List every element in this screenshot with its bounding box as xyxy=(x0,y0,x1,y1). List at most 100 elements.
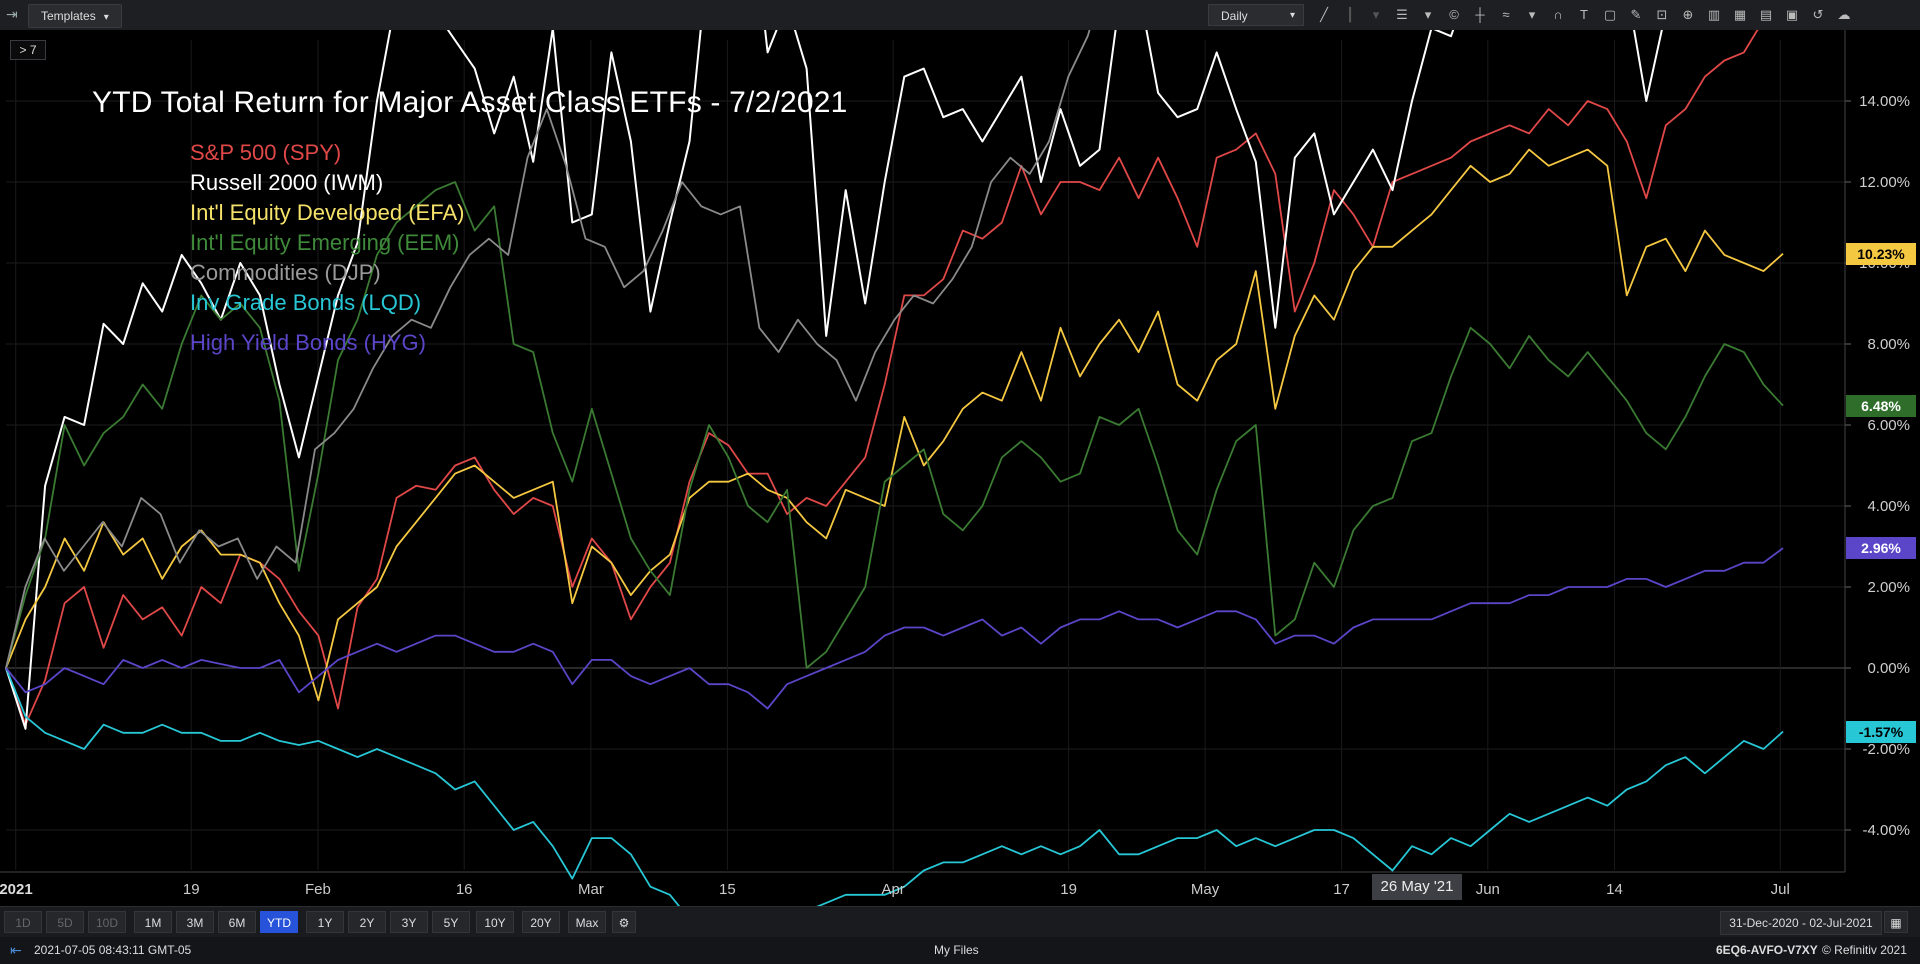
range-ytd-button[interactable]: YTD xyxy=(260,911,298,933)
legend-item-eem: Int'l Equity Emerging (EEM) xyxy=(190,230,460,255)
range-1d-button[interactable]: 1D xyxy=(4,911,42,933)
legend-item-efa: Int'l Equity Developed (EFA) xyxy=(190,200,465,225)
y-tick-label: 4.00% xyxy=(1867,498,1910,515)
series-line-inv-grade-bonds-lqd- xyxy=(5,667,1784,906)
y-tick-label: -2.00% xyxy=(1862,741,1910,758)
table-icon[interactable]: ▦ xyxy=(1733,7,1747,22)
crosshair-date-label: 26 May '21 xyxy=(1372,874,1462,900)
series-line-high-yield-bonds-hyg- xyxy=(5,547,1784,710)
x-tick-label: May xyxy=(1190,881,1220,898)
range-3m-button[interactable]: 3M xyxy=(176,911,214,933)
x-tick-label: 19 xyxy=(182,881,200,898)
export-icon[interactable]: ▤ xyxy=(1759,7,1773,22)
series-line-commodities-djp- xyxy=(5,30,1091,669)
series-line-s-p-500-spy- xyxy=(5,30,1759,726)
x-tick-label: 17 xyxy=(1333,881,1350,898)
interval-dropdown[interactable]: Daily ▾ xyxy=(1208,4,1304,26)
chart-legend: S&P 500 (SPY) Russell 2000 (IWM) Int'l E… xyxy=(190,138,464,358)
annotate-icon[interactable]: ⊡ xyxy=(1656,7,1668,22)
range-3y-button[interactable]: 3Y xyxy=(390,911,428,933)
chart-title: YTD Total Return for Major Asset Class E… xyxy=(92,86,848,119)
my-files-link[interactable]: My Files xyxy=(934,943,979,957)
x-tick-label: 2021 xyxy=(0,881,33,898)
x-tick-label: Apr xyxy=(881,881,905,898)
series-line-int-l-equity-developed-efa- xyxy=(5,148,1784,702)
wave-icon[interactable]: ≈ xyxy=(1502,7,1510,22)
series-line-int-l-equity-emerging-eem- xyxy=(5,181,1784,669)
session-code: 6EQ6-AVFO-V7XY xyxy=(1716,943,1818,957)
studies-icon[interactable]: ☰ xyxy=(1396,7,1408,22)
range-bar: 1D 5D 10D 1M 3M 6M YTD 1Y 2Y 3Y 5Y 10Y 2… xyxy=(0,906,1920,937)
range-2y-button[interactable]: 2Y xyxy=(348,911,386,933)
calendar-icon[interactable]: ▦ xyxy=(1884,911,1908,933)
status-bar: ⇤ 2021-07-05 08:43:11 GMT-05 My Files 6E… xyxy=(0,937,1920,964)
last-value-badge: -1.57% xyxy=(1846,720,1916,743)
crosshair-icon[interactable]: ┼ xyxy=(1475,7,1485,22)
currency-icon[interactable]: © xyxy=(1449,7,1459,22)
selection-icon[interactable]: ▢ xyxy=(1603,7,1617,22)
draw-icon[interactable]: ✎ xyxy=(1630,7,1642,22)
expand-panel-icon[interactable]: ⇥ xyxy=(6,6,18,22)
x-tick-label: Jul xyxy=(1770,881,1790,898)
range-1m-button[interactable]: 1M xyxy=(134,911,172,933)
chart-tools: ╱ ┃ ▾ ☰ ▾ © ┼ ≈ ▾ ∩ T ▢ ✎ ⊡ ⊕ ▥ ▦ ▤ ▣ ↺ … xyxy=(1312,4,1856,26)
chart-type-icon[interactable]: ▥ xyxy=(1707,7,1721,22)
range-max-button[interactable]: Max xyxy=(568,911,606,933)
templates-label: Templates xyxy=(41,9,96,23)
line-chart-icon[interactable]: ╱ xyxy=(1320,7,1328,22)
last-value-badge: 6.48% xyxy=(1846,394,1916,417)
legend-item-lqd: Inv Grade Bonds (LQD) xyxy=(190,290,422,315)
print-icon[interactable]: ▣ xyxy=(1785,7,1799,22)
legend-item-hyg: High Yield Bonds (HYG) xyxy=(190,330,426,355)
x-tick-label: 14 xyxy=(1606,881,1623,898)
legend-item-djp: Commodities (DJP) xyxy=(190,260,381,285)
chevron-down-icon[interactable]: ▾ xyxy=(1424,7,1432,22)
settings-icon[interactable]: ⚙ xyxy=(612,911,636,933)
x-tick-label: 16 xyxy=(455,881,473,898)
legend-item-iwm: Russell 2000 (IWM) xyxy=(190,170,384,195)
status-timestamp: 2021-07-05 08:43:11 GMT-05 xyxy=(34,943,192,957)
series-line-russell-2000-iwm- xyxy=(5,30,1663,730)
range-10d-button[interactable]: 10D xyxy=(88,911,126,933)
date-range-field[interactable]: 31-Dec-2020 - 02-Jul-2021 xyxy=(1720,911,1882,935)
chart-canvas[interactable]: 30.00%28.00%26.00%24.00%22.00%20.00%18.0… xyxy=(0,30,1920,906)
chevron-down-icon[interactable]: ▾ xyxy=(1372,7,1380,22)
cloud-icon[interactable]: ☁ xyxy=(1837,7,1851,22)
undo-icon[interactable]: ↺ xyxy=(1812,7,1824,22)
legend-item-spy: S&P 500 (SPY) xyxy=(190,140,342,165)
x-tick-label: 19 xyxy=(1060,881,1077,898)
bar-chart-icon[interactable]: ┃ xyxy=(1346,7,1354,22)
y-tick-label: 8.00% xyxy=(1867,336,1910,353)
legend-toggle-button[interactable]: > 7 xyxy=(10,40,46,60)
magnet-icon[interactable]: ∩ xyxy=(1553,7,1563,22)
x-tick-label: Feb xyxy=(305,881,331,898)
chevron-down-icon[interactable]: ▾ xyxy=(1528,7,1536,22)
range-20y-button[interactable]: 20Y xyxy=(522,911,560,933)
y-tick-label: -4.00% xyxy=(1862,822,1910,839)
y-tick-label: -6.00% xyxy=(1862,903,1910,906)
chevron-down-icon: ▾ xyxy=(103,12,109,23)
chevron-down-icon: ▾ xyxy=(1289,10,1295,21)
x-tick-label: Mar xyxy=(577,881,604,898)
y-tick-label: 6.00% xyxy=(1867,417,1910,434)
range-6m-button[interactable]: 6M xyxy=(218,911,256,933)
zoom-icon[interactable]: ⊕ xyxy=(1682,7,1694,22)
y-tick-label: 0.00% xyxy=(1867,660,1910,677)
x-tick-label: 15 xyxy=(719,881,736,898)
y-tick-label: 2.00% xyxy=(1867,579,1910,596)
last-value-badge: 2.96% xyxy=(1846,537,1916,560)
text-icon[interactable]: T xyxy=(1580,7,1588,22)
interval-label: Daily xyxy=(1221,9,1248,23)
range-1y-button[interactable]: 1Y xyxy=(306,911,344,933)
last-value-badge: 10.23% xyxy=(1846,242,1916,265)
top-toolbar: ⇥ Templates ▾ Daily ▾ ╱ ┃ ▾ ☰ ▾ © ┼ ≈ ▾ ∩ … xyxy=(0,0,1920,31)
range-5y-button[interactable]: 5Y xyxy=(432,911,470,933)
y-tick-label: 14.00% xyxy=(1859,93,1910,110)
x-tick-label: Jun xyxy=(1475,881,1500,898)
templates-dropdown[interactable]: Templates ▾ xyxy=(28,4,122,28)
range-10y-button[interactable]: 10Y xyxy=(476,911,514,933)
range-5d-button[interactable]: 5D xyxy=(46,911,84,933)
y-tick-label: 12.00% xyxy=(1859,174,1910,191)
refinitiv-logo-icon: ⇤ xyxy=(10,942,22,958)
copyright-text: © Refinitiv 2021 xyxy=(1822,943,1907,957)
